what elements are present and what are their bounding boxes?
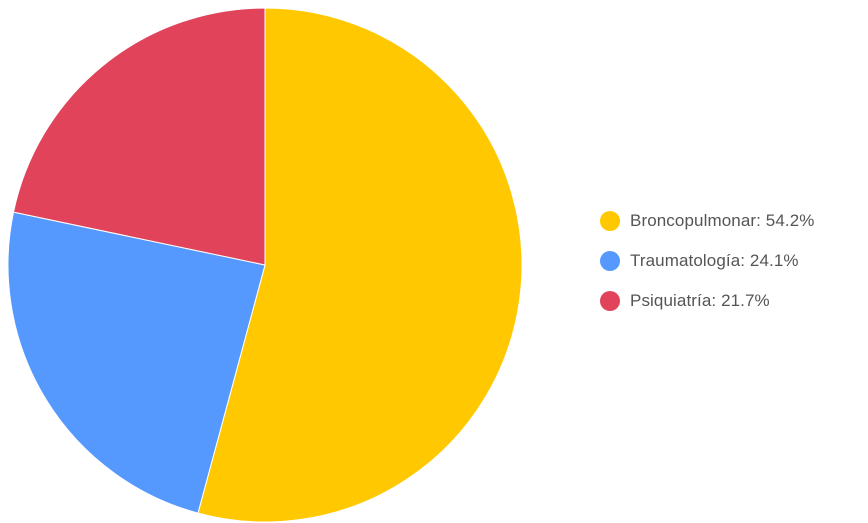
pie-slice-broncopulmonar[interactable]	[197, 7, 523, 523]
legend: Broncopulmonar: 54.2% Traumatología: 24.…	[600, 210, 815, 330]
legend-swatch-traumatologia	[600, 251, 620, 271]
pie-slice-traumatologia[interactable]	[7, 211, 266, 514]
legend-swatch-psiquiatria	[600, 291, 620, 311]
legend-label-broncopulmonar: Broncopulmonar: 54.2%	[630, 211, 815, 230]
legend-label-psiquiatria: Psiquiatría: 21.7%	[630, 291, 770, 310]
legend-label-traumatologia: Traumatología: 24.1%	[630, 251, 799, 270]
pie-plot	[7, 7, 523, 523]
legend-swatch-broncopulmonar	[600, 211, 620, 231]
legend-item-traumatologia[interactable]: Traumatología: 24.1%	[600, 250, 815, 272]
legend-item-broncopulmonar[interactable]: Broncopulmonar: 54.2%	[600, 210, 815, 232]
legend-item-psiquiatria[interactable]: Psiquiatría: 21.7%	[600, 290, 815, 312]
pie-slice-psiquiatria[interactable]	[12, 7, 266, 266]
